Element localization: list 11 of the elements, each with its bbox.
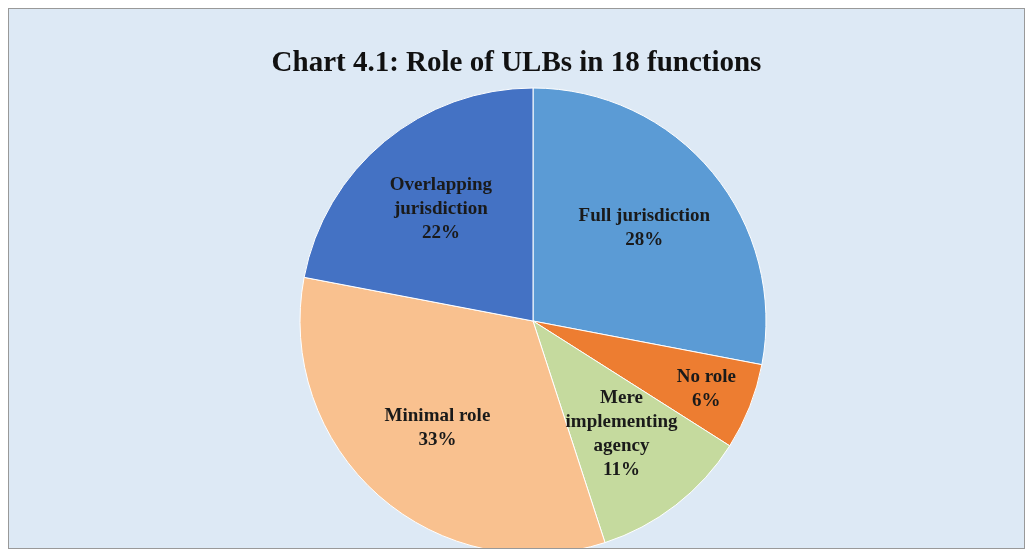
data-label: 6% (692, 388, 721, 410)
slice-label: Overlapping jurisdiction (389, 173, 493, 219)
chart-title: Chart 4.1: Role of ULBs in 18 functions (270, 45, 763, 78)
data-label: 33% (418, 428, 457, 450)
data-label: 28% (625, 228, 664, 250)
slice-label: No role (676, 364, 736, 386)
slice-label: Full jurisdiction (578, 204, 711, 226)
data-label: 22% (421, 221, 460, 243)
slice-label: Minimal role (384, 404, 491, 426)
data-label: 11% (603, 458, 641, 480)
slice-label: Mere implementing agency (565, 386, 678, 456)
